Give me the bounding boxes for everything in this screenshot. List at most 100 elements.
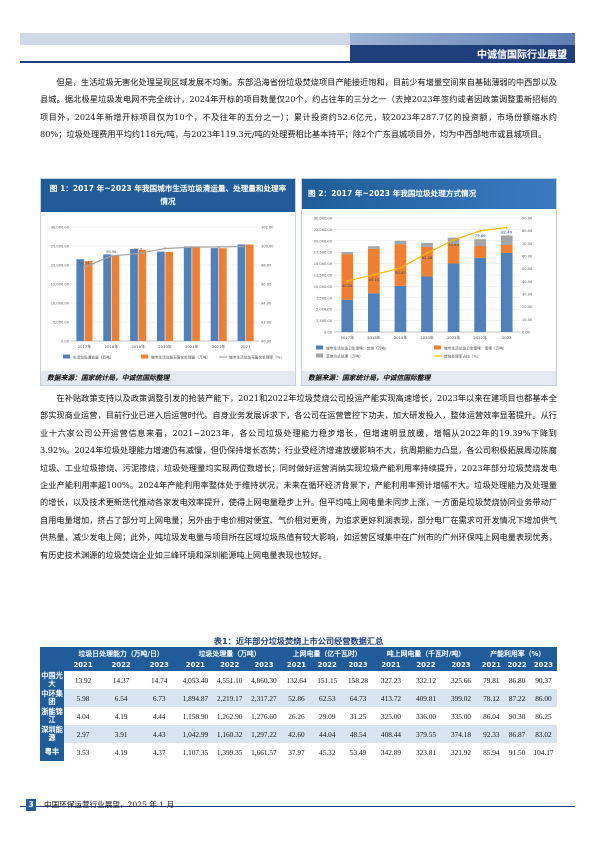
- line-point: [163, 247, 167, 250]
- y-right-tick-label: 100.00: [261, 245, 274, 249]
- table-cell: 323.81: [415, 747, 437, 757]
- y-left-tick-label: 5,000.00: [53, 321, 70, 325]
- figure-2-title: 图 2：2017 年~2023 年我国垃圾处理方式情况: [302, 179, 556, 209]
- table-cell: 86.80: [508, 675, 526, 685]
- table-cell: 3.91: [102, 725, 141, 743]
- y-right-tick-label: 50.00: [522, 267, 533, 271]
- table-cell: 4,860.30: [251, 675, 277, 685]
- table-cell: 132.64: [286, 675, 307, 685]
- y-right-tick-label: 30.00: [522, 293, 533, 297]
- paragraph-2: 在补贴政策支持以及政策调整引发的抢装产能下，2021和2022年垃圾焚烧公司投运…: [40, 393, 557, 560]
- bar: [138, 249, 147, 341]
- table-cell: 4.43: [140, 725, 179, 743]
- data-label: 79.86: [475, 233, 486, 238]
- table-year-header: 2022: [102, 659, 141, 671]
- figure-1: 图 1：2017 年~2023 年我国城市生活垃圾清运量、处理量和处理率情况 0…: [40, 178, 296, 386]
- line-point: [399, 266, 402, 270]
- line-point: [425, 252, 429, 255]
- bar: [368, 246, 380, 249]
- header-rule: [20, 61, 575, 63]
- line-point: [217, 245, 220, 249]
- table-row-company: 中环集团: [40, 688, 64, 707]
- table-cell: 3.53: [76, 747, 90, 757]
- table-cell: 45.32: [319, 747, 336, 757]
- table-cell: 86.87: [504, 725, 530, 743]
- data-label: 72.54: [448, 242, 459, 247]
- bar: [165, 251, 174, 341]
- data-label: 82.49: [501, 230, 512, 235]
- y-right-tick-label: 90.00: [261, 340, 272, 344]
- y-left-tick-label: 30,000.00: [51, 226, 70, 230]
- bar: [341, 299, 354, 332]
- bar: [130, 249, 138, 341]
- bar: [474, 239, 486, 246]
- table-year-header: 2022: [408, 659, 444, 671]
- table-cell: 87.22: [504, 689, 530, 707]
- table-cell: 2,317.27: [246, 689, 282, 707]
- figure-2-source: 数据来源：国家统计局，中诚信国际整理: [302, 371, 556, 385]
- x-tick-label: 2018年: [105, 344, 119, 349]
- table-cell: 13.92: [74, 675, 92, 685]
- table-cell: 4.44: [152, 711, 166, 721]
- line-point: [346, 279, 349, 283]
- table-cell: 1,160.32: [212, 725, 247, 743]
- y-right-tick-label: 90.00: [522, 217, 533, 221]
- x-tick-label: 2022年: [212, 344, 226, 349]
- x-tick-label: 2022年: [473, 335, 487, 340]
- y-right-tick-label: 94.00: [261, 302, 272, 306]
- bar: [421, 242, 433, 247]
- bar: [103, 254, 111, 341]
- table-title: 表1：近年部分垃圾焚烧上市公司经营数据汇总: [213, 636, 384, 646]
- table-year-header: 2022: [212, 659, 247, 671]
- y-left-tick-label: 25,000.00: [51, 245, 70, 249]
- table-cell: 91.50: [508, 747, 526, 757]
- table-group-header: 吨上网电量（千瓦时/吨）: [373, 647, 479, 659]
- legend-label: 城市生活垃圾卫生填埋：焚烧（万吨）: [326, 346, 389, 351]
- table-year-header: 2023: [342, 659, 374, 671]
- y-left-tick-label: 12,500.00: [314, 274, 333, 278]
- table-cell: 399.02: [443, 689, 479, 707]
- footer-rule: [20, 806, 575, 807]
- data-label: 62.28: [422, 255, 433, 260]
- y-left-tick-label: 30,000.00: [314, 217, 333, 221]
- table-cell: 92.33: [478, 725, 505, 743]
- table-cell: 6.54: [102, 689, 141, 707]
- data-label: 99.2: [134, 248, 142, 252]
- data-label: 40.24: [342, 283, 353, 288]
- table-cell: 31.25: [349, 711, 367, 721]
- table-cell: 83.02: [529, 725, 557, 743]
- bar: [447, 243, 460, 264]
- x-tick-label: 2018年: [367, 335, 381, 340]
- table-row-company: 粤丰: [40, 743, 64, 761]
- table-cell: 1,042.99: [178, 725, 213, 743]
- bar: [192, 246, 200, 341]
- table-cell: 336.00: [415, 711, 437, 721]
- line-point: [83, 266, 86, 269]
- table-cell: 85.94: [483, 747, 500, 757]
- y-left-tick-label: 15,000.00: [314, 262, 333, 266]
- y-left-tick-label: 20,000.00: [314, 239, 333, 243]
- table-cell: 44.04: [311, 725, 343, 743]
- table-group-header: 上网电量（亿千瓦时）: [281, 647, 374, 659]
- figure-1-chart: 0.00 5,000.00 10,000.00 15,000.00 20,000.00 2…: [51, 226, 284, 360]
- y-left-tick-label: 17,500.00: [314, 251, 333, 255]
- table-cell: 332.12: [415, 675, 437, 685]
- table-cell: 78.12: [478, 689, 505, 707]
- x-tick-label: 2021年: [185, 344, 199, 349]
- x-tick-label: 2020年: [420, 335, 434, 340]
- table-cell: 14.74: [151, 675, 168, 685]
- table-cell: 4.19: [114, 711, 128, 721]
- line-point: [505, 226, 508, 229]
- operations-table: 垃圾日处理能力（万吨/日） 垃圾处理量（万吨） 上网电量（亿千瓦时） 吨上网电量…: [40, 647, 557, 761]
- line-point: [137, 252, 140, 255]
- bar: [341, 254, 354, 300]
- legend-swatch: [434, 345, 441, 350]
- y-right-tick-label: 96.00: [261, 283, 272, 287]
- table-cell: 5.98: [64, 689, 103, 707]
- bar: [421, 246, 433, 277]
- legend-label: 城市生活垃圾卫生填埋：填埋（万吨）: [444, 346, 507, 351]
- y-left-tick-label: 0.00: [324, 331, 333, 335]
- footer-text: 中国环保运营行业展望，2025 年 1 月: [44, 800, 175, 809]
- line-point: [190, 246, 193, 249]
- legend-label: 其他方式处理（万吨）: [326, 354, 363, 359]
